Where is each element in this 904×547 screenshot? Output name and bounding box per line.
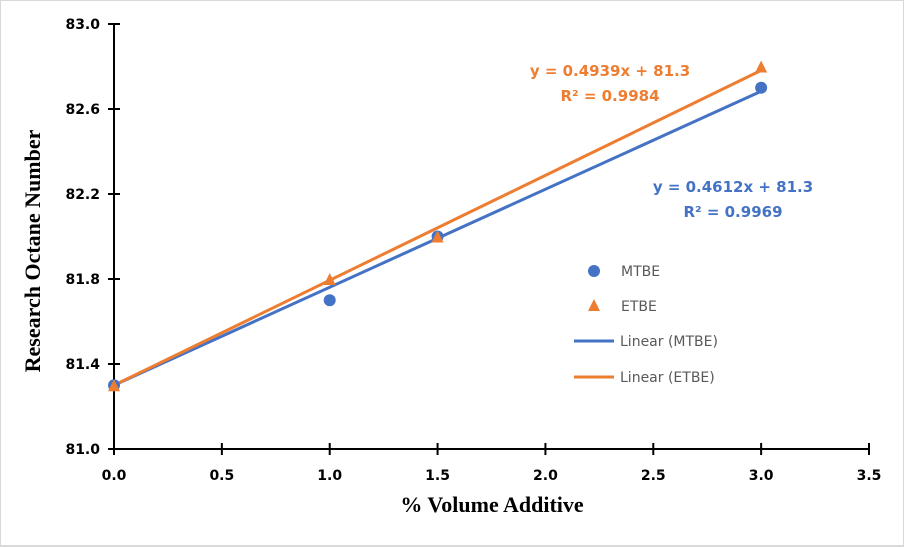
y-tick-label: 82.6 [65, 102, 100, 118]
legend-etbe-label: ETBE [621, 299, 657, 315]
y-axis-title: Research Octane Number [20, 129, 45, 372]
x-axis-title: % Volume Additive [400, 492, 584, 517]
point-etbe [323, 273, 336, 285]
point-mtbe [323, 294, 336, 307]
point-etbe [755, 60, 768, 73]
x-tick-label: 0.5 [209, 468, 234, 484]
trendline-etbe [113, 69, 762, 387]
x-tick-label: 1.5 [425, 468, 450, 484]
y-tick-label: 83.0 [65, 17, 100, 33]
x-tick-label: 1.0 [317, 468, 342, 484]
legend: MTBE ETBE Linear (MTBE) Linear (ETBE) [574, 264, 718, 386]
point-mtbe [755, 81, 768, 94]
point-etbe [431, 230, 444, 243]
legend-linear-mtbe-label: Linear (MTBE) [620, 334, 718, 350]
y-tick-label: 81.0 [65, 442, 100, 458]
x-tick-label: 0.0 [102, 468, 127, 484]
mtbe-trend-equation: y = 0.4612x + 81.3 [653, 178, 813, 196]
etbe-trend-equation: y = 0.4939x + 81.3 [530, 62, 690, 80]
y-tick-label: 81.8 [65, 272, 100, 288]
axes: 81.0 81.4 81.8 82.2 82.6 83.0 0.0 0.5 1.0 1.5 2.0 2… [65, 17, 881, 484]
legend-linear-etbe-label: Linear (ETBE) [620, 370, 715, 386]
x-tick-label: 2.5 [641, 468, 666, 484]
x-tick-label: 3.0 [749, 468, 774, 484]
mtbe-trend-r-squared: R² = 0.9969 [683, 203, 782, 221]
y-tick-label: 81.4 [65, 357, 100, 373]
etbe-trend-r-squared: R² = 0.9984 [560, 87, 659, 105]
x-tick-label: 3.5 [857, 468, 882, 484]
legend-mtbe-marker [588, 265, 600, 277]
y-tick-label: 82.2 [65, 187, 100, 203]
legend-mtbe-label: MTBE [621, 264, 660, 280]
legend-etbe-marker [588, 299, 600, 311]
point-etbe [108, 379, 120, 392]
x-tick-label: 2.0 [533, 468, 558, 484]
data-points [108, 60, 768, 392]
